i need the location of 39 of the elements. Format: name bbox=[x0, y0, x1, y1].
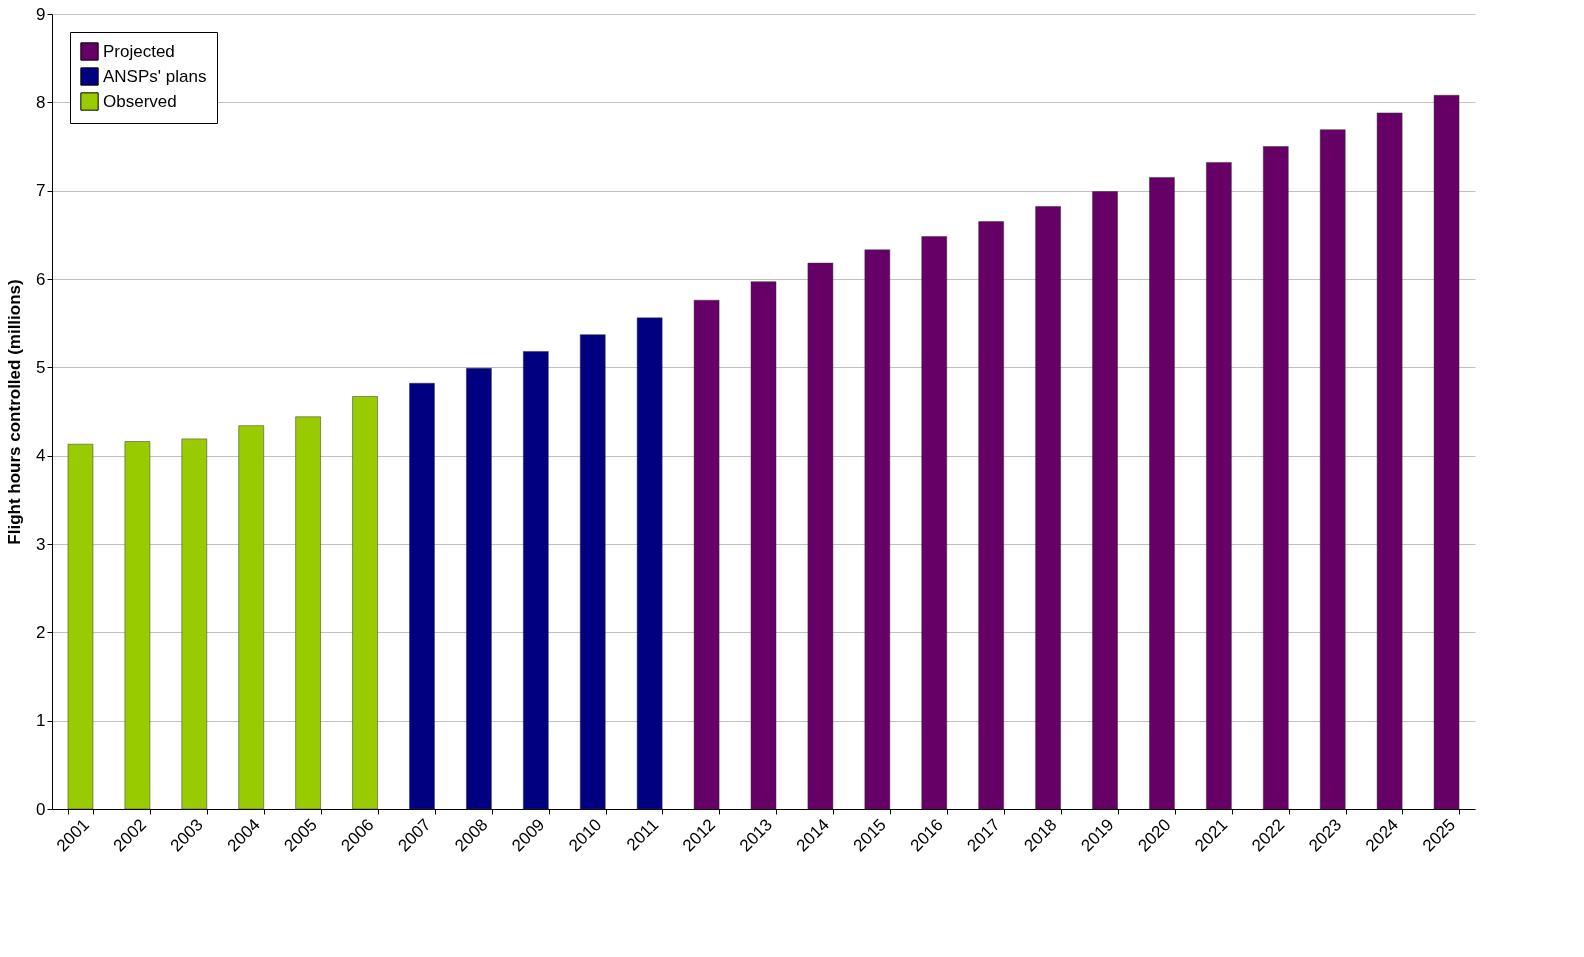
bar bbox=[1263, 146, 1289, 810]
bar bbox=[864, 249, 891, 810]
bar bbox=[1206, 162, 1232, 810]
bar bbox=[921, 236, 948, 810]
bar bbox=[67, 443, 94, 810]
bar bbox=[1376, 112, 1403, 810]
bar bbox=[750, 281, 777, 810]
bar bbox=[978, 221, 1004, 810]
y-tick-label: 7 bbox=[36, 181, 46, 201]
bar bbox=[1319, 129, 1346, 810]
bar bbox=[693, 299, 720, 810]
bar bbox=[124, 441, 151, 810]
bar bbox=[1035, 206, 1061, 810]
legend-label: ANSPs' plans bbox=[103, 66, 207, 86]
y-tick-label: 1 bbox=[36, 711, 46, 731]
y-tick-label: 0 bbox=[36, 799, 46, 819]
bar bbox=[1149, 177, 1175, 810]
y-axis-title: Flight hours controlled (millions) bbox=[5, 279, 25, 545]
bar bbox=[1433, 95, 1460, 810]
bar bbox=[807, 262, 834, 810]
bar bbox=[409, 382, 435, 810]
y-tick-label: 2 bbox=[36, 622, 46, 642]
bar bbox=[352, 396, 378, 810]
y-tick-label: 8 bbox=[36, 92, 46, 112]
legend-label: Projected bbox=[103, 41, 175, 61]
bar bbox=[636, 317, 663, 810]
y-tick-label: 9 bbox=[36, 4, 46, 24]
bar bbox=[181, 438, 208, 810]
bar bbox=[523, 351, 549, 810]
bar bbox=[1092, 191, 1118, 810]
y-tick-label: 5 bbox=[36, 357, 46, 377]
legend-label: Observed bbox=[103, 91, 177, 111]
bar bbox=[579, 334, 606, 810]
bar bbox=[295, 416, 321, 810]
y-tick-label: 3 bbox=[36, 534, 46, 554]
bar bbox=[238, 425, 264, 810]
bar bbox=[466, 367, 492, 810]
y-tick-label: 6 bbox=[36, 269, 46, 289]
y-tick-label: 4 bbox=[36, 446, 46, 466]
